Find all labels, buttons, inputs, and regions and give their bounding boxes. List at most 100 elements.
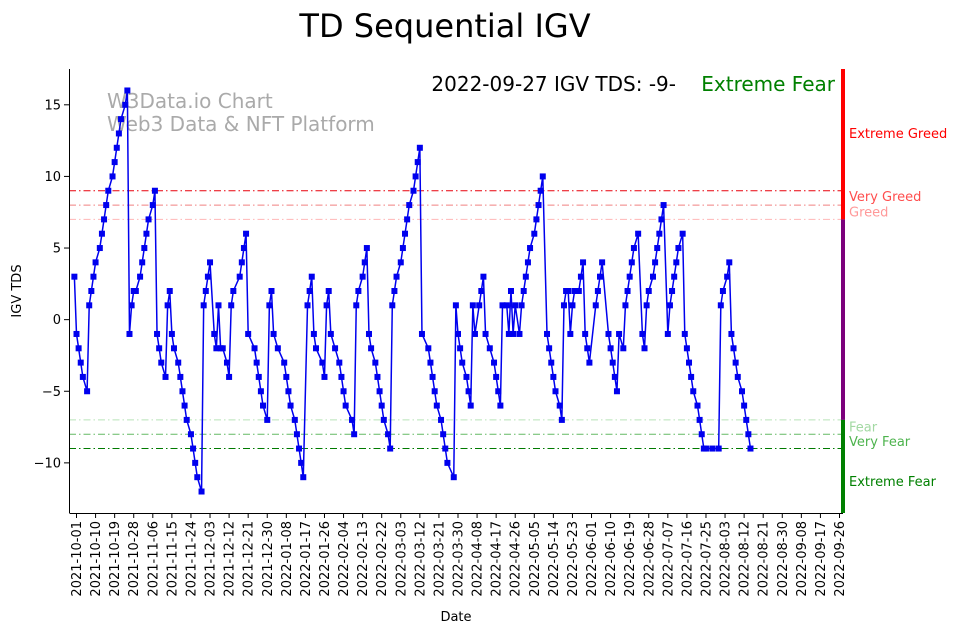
data-point [204,273,211,280]
data-point [546,345,553,352]
data-point [376,388,383,395]
x-tick-label: 2021-12-30 [261,521,276,597]
data-point [285,388,292,395]
data-point [92,259,99,266]
data-point [643,302,650,309]
data-point [688,373,695,380]
x-tick-label: 2021-11-24 [184,521,199,597]
data-point [236,273,243,280]
data-point [363,245,370,252]
data-point [469,302,476,309]
x-tick-label: 2022-07-16 [680,521,695,597]
data-point [567,330,574,337]
data-point [698,431,705,438]
data-point [535,202,542,209]
data-point [105,187,112,194]
data-point [177,373,184,380]
data-point [450,474,457,481]
data-point [211,330,218,337]
x-tick-label: 2022-06-01 [585,521,600,597]
data-point [164,302,171,309]
data-point [605,330,612,337]
data-point [274,345,281,352]
y-axis-label: IGV TDS [10,264,25,317]
data-point [298,459,305,466]
data-point [365,330,372,337]
data-point [281,359,288,366]
data-point [658,216,665,223]
data-point [175,359,182,366]
x-tick-label: 2022-09-08 [795,521,810,597]
data-point [709,445,716,452]
x-tick-label: 2022-08-03 [719,521,734,597]
data-point [499,302,506,309]
data-point [149,202,156,209]
data-point [628,259,635,266]
data-point [266,302,273,309]
data-point [353,302,360,309]
data-point [565,288,572,294]
data-point [399,245,406,252]
data-point [696,416,703,423]
data-point [170,345,177,352]
data-point [728,330,735,337]
data-point [652,259,659,266]
data-point [98,230,105,237]
watermark-line-1: W3Data.io Chart [107,89,273,113]
data-point [293,431,300,438]
series-layer [71,87,754,495]
data-point [101,216,108,223]
data-point [690,388,697,395]
x-tick-label: 2022-08-12 [738,521,753,597]
data-point [480,273,487,280]
data-point [743,416,750,423]
x-tick-label: 2021-12-21 [242,521,257,597]
data-point [111,159,118,166]
data-point [260,402,267,409]
data-point [624,288,631,294]
data-point [491,359,498,366]
data-point [626,273,633,280]
data-point [77,359,84,366]
data-point [327,330,334,337]
data-point [389,302,396,309]
data-point [440,431,447,438]
data-point [429,373,436,380]
data-point [240,245,247,252]
x-tick-label: 2022-09-26 [833,521,848,597]
x-tick-label: 2022-06-19 [623,521,638,597]
data-point [495,388,502,395]
data-point [518,302,525,309]
x-tick-label: 2021-10-01 [70,521,85,597]
data-point [257,388,264,395]
data-point [582,330,589,337]
x-tick-label: 2022-04-17 [490,521,505,597]
data-point [516,330,523,337]
data-point [425,345,432,352]
data-point [463,373,470,380]
data-point [571,288,578,294]
data-point [325,288,332,294]
data-point [351,431,358,438]
data-point [287,402,294,409]
data-point [433,402,440,409]
data-point [641,345,648,352]
data-point [656,230,663,237]
data-point [283,373,290,380]
data-point [715,445,722,452]
axes [69,69,843,514]
data-point [132,288,139,294]
data-point [397,259,404,266]
data-point [524,259,531,266]
x-tick-label: 2022-04-26 [509,521,524,597]
data-point [251,345,258,352]
status-label: Extreme Fear [701,72,836,96]
data-point [73,330,80,337]
data-point [569,302,576,309]
data-point [151,187,158,194]
data-point [71,273,78,280]
data-point [616,330,623,337]
data-point [122,101,129,108]
